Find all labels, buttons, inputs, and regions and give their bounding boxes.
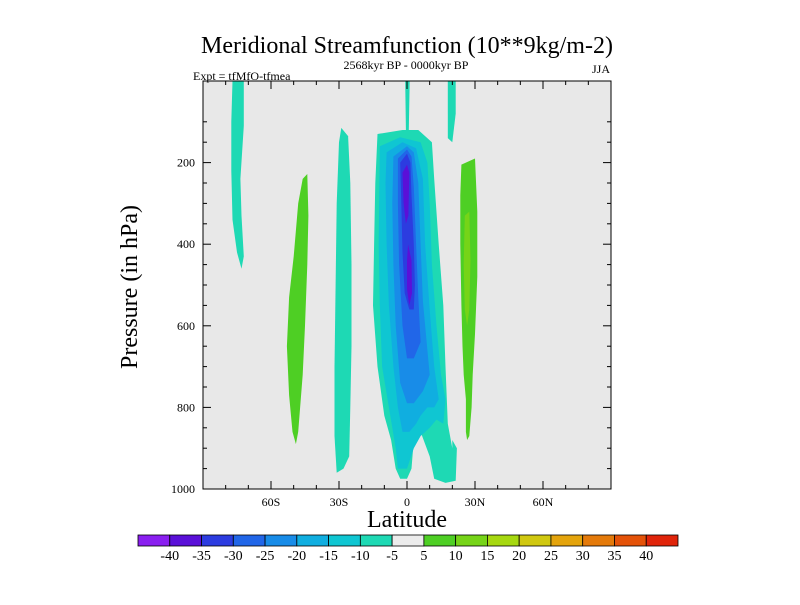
colorbar-swatch xyxy=(645,534,679,547)
chart-title: Meridional Streamfunction (10**9kg/m-2) xyxy=(201,33,613,59)
y-tick-label: 400 xyxy=(177,237,195,251)
colorbar-swatch xyxy=(487,534,520,547)
colorbar-swatch xyxy=(169,534,202,547)
axes xyxy=(202,80,612,490)
contour-band-70S-upper xyxy=(231,81,244,269)
colorbar-label: 20 xyxy=(512,549,526,564)
colorbar-label: 25 xyxy=(544,549,558,564)
colorbar-label: -10 xyxy=(351,549,370,564)
colorbar-swatch xyxy=(518,534,552,547)
contour-band-20N xyxy=(447,81,456,143)
center-string: 2568kyr BP - 0000kyr BP xyxy=(344,58,469,72)
colorbar: -40 -35 -30 -25 -20 -15 -10 -5 5 10 15 20 25 30 35 40 xyxy=(137,534,679,564)
y-tick-labels: 200 400 600 800 1000 xyxy=(171,156,195,496)
colorbar-swatch xyxy=(614,534,647,547)
x-tick-label: 30N xyxy=(465,495,486,509)
colorbar-label: -15 xyxy=(319,549,338,564)
colorbar-swatch xyxy=(455,534,488,547)
colorbar-label: -30 xyxy=(224,549,243,564)
contour-band-45S-positive xyxy=(286,174,309,445)
x-axis-label: Latitude xyxy=(367,507,447,533)
colorbar-swatch xyxy=(137,534,171,547)
right-string: JJA xyxy=(592,62,610,76)
colorbar-label: -40 xyxy=(160,549,179,564)
x-tick-label: 60N xyxy=(533,495,554,509)
x-tick-label: 0 xyxy=(404,495,410,509)
colorbar-label: 30 xyxy=(576,549,590,564)
colorbar-swatch xyxy=(264,534,298,547)
colorbar-label: 40 xyxy=(639,549,653,564)
contour-main-l35-mid xyxy=(407,244,412,306)
colorbar-swatch xyxy=(391,534,425,547)
left-string: Expt = tfMfO-tfmea xyxy=(193,69,291,83)
contour-band-0-top xyxy=(405,81,410,130)
y-tick-label: 600 xyxy=(177,319,195,333)
colorbar-swatch xyxy=(423,534,457,547)
colorbar-swatch xyxy=(550,534,584,547)
x-tick-label: 30S xyxy=(330,495,349,509)
colorbar-swatch xyxy=(359,534,393,547)
colorbar-label: 35 xyxy=(607,549,621,564)
x-tick-labels: 60S 30S 0 30N 60N xyxy=(262,495,554,509)
plot-area xyxy=(203,81,611,489)
colorbar-swatch xyxy=(296,534,329,547)
colorbar-swatch xyxy=(201,534,234,547)
colorbar-label: 15 xyxy=(480,549,494,564)
colorbar-label: -35 xyxy=(192,549,211,564)
contour-band-30S xyxy=(334,127,352,473)
colorbar-label: -20 xyxy=(287,549,306,564)
colorbar-label: 5 xyxy=(420,549,427,564)
y-tick-label: 800 xyxy=(177,400,195,414)
colorbar-swatch xyxy=(328,534,361,547)
colorbar-swatch xyxy=(232,534,266,547)
colorbar-label: -5 xyxy=(386,549,398,564)
colorbar-label: 10 xyxy=(449,549,463,564)
colorbar-swatch xyxy=(582,534,615,547)
y-tick-label: 200 xyxy=(177,156,195,170)
contour-main-l35-top xyxy=(402,164,410,224)
contour-band-28N-l10 xyxy=(463,211,471,326)
contour-regions xyxy=(231,81,478,483)
colorbar-label: -25 xyxy=(256,549,275,564)
y-tick-label: 1000 xyxy=(171,482,195,496)
y-axis-label: Pressure (in hPa) xyxy=(117,205,143,369)
x-tick-label: 60S xyxy=(262,495,281,509)
